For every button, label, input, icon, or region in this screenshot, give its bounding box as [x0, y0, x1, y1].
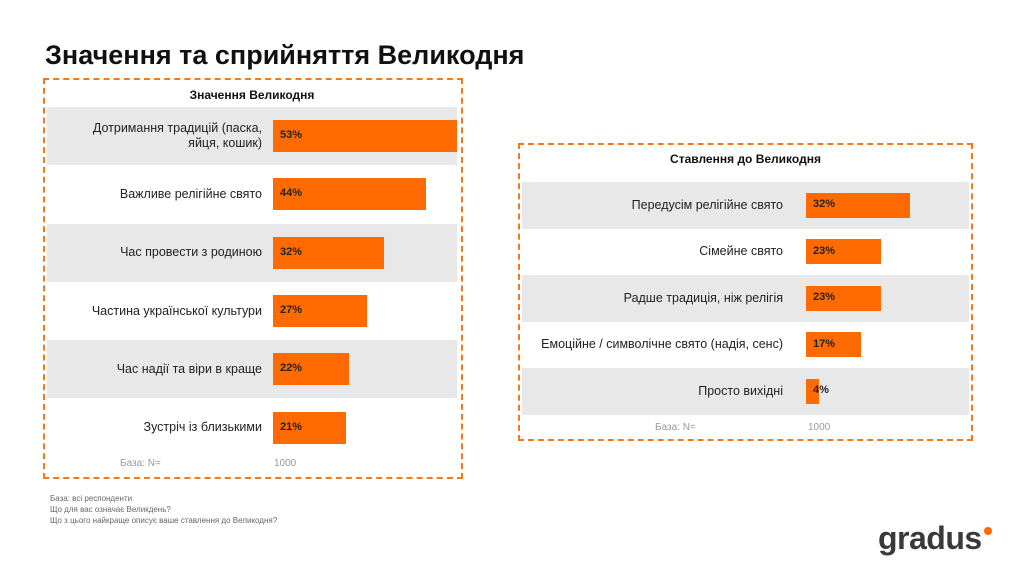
bar — [806, 332, 862, 358]
value-label: 53% — [280, 129, 303, 142]
slide-title: Значення та сприйняття Великодня — [45, 40, 525, 70]
bar — [273, 178, 426, 211]
row-band — [47, 340, 457, 399]
chart-subtitle: Значення Великодня — [189, 88, 315, 102]
base-label: База: N= — [120, 458, 161, 469]
value-label: 44% — [280, 187, 303, 200]
category-label: Зустріч із близькими — [143, 420, 262, 435]
logo: gradus — [878, 520, 982, 556]
category-label: Час провести з родиною — [120, 245, 262, 260]
value-label: 17% — [813, 337, 836, 350]
base-value: 1000 — [274, 458, 297, 469]
bar — [806, 192, 911, 218]
row-band — [522, 275, 969, 322]
value-label: 4% — [813, 384, 829, 397]
bar — [806, 378, 820, 404]
category-label: Дотримання традицій (паска, яйця, кошик) — [92, 121, 262, 151]
value-label: 22% — [280, 362, 303, 375]
value-label: 23% — [813, 291, 836, 304]
value-label: 23% — [813, 244, 836, 257]
value-label: 32% — [813, 198, 836, 211]
base-value: 1000 — [808, 422, 831, 433]
chart-frame — [518, 143, 973, 441]
bar — [273, 120, 457, 153]
category-label: Просто вихідні — [698, 383, 783, 398]
category-label: Емоційне / символічне свято (надія, сенс… — [541, 337, 783, 352]
logo-dot — [984, 527, 992, 535]
note: Що для вас означає Великдень? — [50, 505, 171, 514]
note: Що з цього найкраще описує ваше ставленн… — [50, 516, 278, 525]
category-label: Час надії та віри в краще — [116, 361, 262, 376]
category-label: Передусім релігійне свято — [631, 197, 783, 212]
chart-frame — [43, 78, 463, 479]
bar — [273, 295, 367, 328]
value-label: 32% — [280, 245, 303, 258]
bar — [806, 285, 881, 311]
category-label: Частина української культури — [91, 303, 262, 318]
row-band — [522, 368, 969, 415]
category-label: Радше традиція, ніж релігія — [623, 290, 783, 305]
bar — [273, 353, 350, 386]
category-label: Сімейне свято — [699, 244, 783, 259]
bar — [273, 411, 346, 444]
category-label: Важливе релігійне свято — [119, 186, 262, 201]
bar — [806, 239, 881, 265]
row-band — [47, 223, 457, 282]
value-label: 27% — [280, 304, 303, 317]
bar — [273, 236, 385, 269]
value-label: 21% — [280, 420, 303, 433]
note: База: всі респонденти — [50, 494, 133, 503]
base-label: База: N= — [655, 422, 696, 433]
chart-subtitle: Ставлення до Великодня — [670, 152, 821, 166]
